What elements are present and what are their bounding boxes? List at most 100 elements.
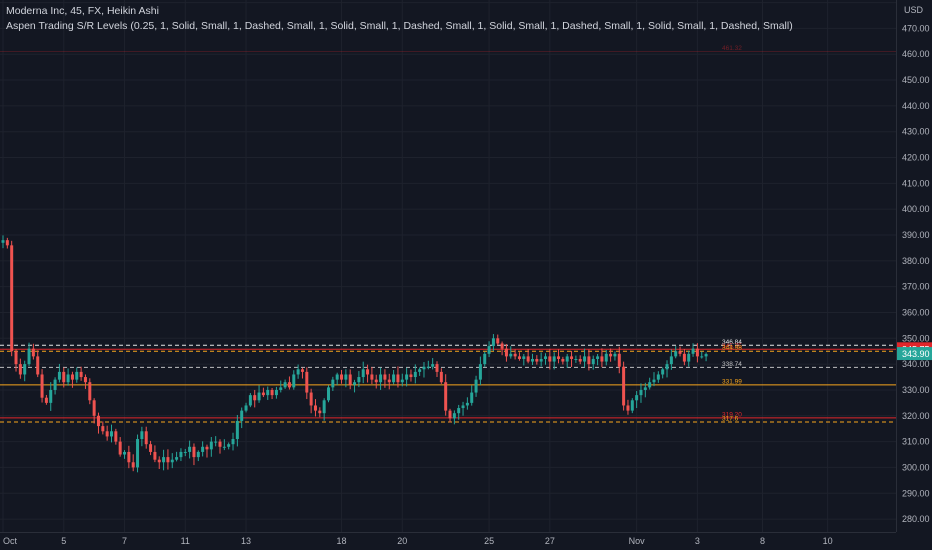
price-tick-label[interactable]: 370.00 [902, 282, 930, 292]
time-tick-label[interactable]: Oct [3, 536, 18, 546]
candle-body[interactable] [66, 374, 70, 383]
candle-body[interactable] [465, 402, 469, 406]
candle-body[interactable] [405, 374, 409, 380]
candle-body[interactable] [483, 353, 487, 365]
candle-body[interactable] [157, 459, 161, 463]
candle[interactable] [604, 350, 608, 366]
candle-body[interactable] [587, 356, 591, 365]
candle[interactable] [175, 451, 179, 462]
candle[interactable] [517, 352, 521, 361]
candle[interactable] [509, 346, 513, 359]
candle[interactable] [75, 367, 79, 383]
candle[interactable] [283, 379, 287, 389]
candle-body[interactable] [40, 374, 44, 398]
candle-body[interactable] [318, 410, 322, 414]
price-tick-label[interactable]: 440.00 [902, 101, 930, 111]
candle[interactable] [127, 445, 131, 469]
candle[interactable] [630, 398, 634, 414]
time-tick-label[interactable]: 11 [181, 536, 190, 546]
time-tick-label[interactable]: 20 [397, 536, 407, 546]
candle-body[interactable] [179, 451, 183, 458]
candle[interactable] [136, 434, 140, 473]
candle-body[interactable] [452, 413, 456, 419]
candle-body[interactable] [604, 353, 608, 362]
candle-body[interactable] [348, 374, 352, 385]
candle-body[interactable] [643, 387, 647, 390]
candle-body[interactable] [235, 420, 239, 440]
candle[interactable] [596, 353, 600, 366]
candle-body[interactable] [101, 426, 105, 432]
candle-body[interactable] [448, 410, 452, 419]
candle[interactable] [557, 349, 561, 364]
time-tick-label[interactable]: Nov [629, 536, 646, 546]
price-tick-label[interactable]: 320.00 [902, 411, 930, 421]
candle-body[interactable] [422, 366, 426, 370]
candle[interactable] [44, 394, 48, 405]
candle-body[interactable] [583, 356, 587, 362]
candle-body[interactable] [274, 389, 278, 396]
time-tick-label[interactable]: 27 [545, 536, 555, 546]
candle-body[interactable] [548, 356, 552, 362]
candle-body[interactable] [387, 379, 391, 383]
candle[interactable] [313, 399, 317, 417]
candle-body[interactable] [656, 374, 660, 380]
candle[interactable] [49, 382, 53, 411]
price-tick-label[interactable]: 360.00 [902, 307, 930, 317]
candle-body[interactable] [661, 369, 665, 375]
candle-body[interactable] [652, 379, 656, 383]
candle-body[interactable] [379, 374, 383, 383]
price-tick-label[interactable]: 460.00 [902, 49, 930, 59]
candle-body[interactable] [23, 364, 27, 375]
candle[interactable] [396, 366, 400, 388]
candle-body[interactable] [674, 351, 678, 357]
candle[interactable] [5, 237, 9, 249]
candle[interactable] [123, 450, 127, 459]
candle-body[interactable] [322, 400, 326, 414]
candle[interactable] [695, 343, 699, 363]
candle[interactable] [613, 351, 617, 361]
candle-body[interactable] [400, 379, 404, 383]
candle-body[interactable] [444, 382, 448, 411]
candle-body[interactable] [509, 353, 513, 357]
candle-body[interactable] [170, 459, 174, 463]
candle-body[interactable] [123, 451, 127, 455]
candle-body[interactable] [149, 444, 153, 452]
candle[interactable] [704, 352, 708, 362]
candle-body[interactable] [327, 387, 330, 401]
candle[interactable] [435, 361, 439, 377]
candle[interactable] [522, 353, 526, 366]
price-tick-label[interactable]: 430.00 [902, 127, 930, 137]
candle[interactable] [248, 393, 252, 408]
candle[interactable] [36, 350, 40, 378]
candle[interactable] [583, 348, 587, 368]
candle-body[interactable] [287, 382, 291, 388]
candle[interactable] [530, 353, 534, 365]
candle[interactable] [18, 358, 22, 379]
candle-body[interactable] [366, 369, 370, 375]
candle-body[interactable] [335, 374, 339, 380]
candle-body[interactable] [639, 389, 643, 396]
candle[interactable] [691, 343, 695, 357]
price-tick-label[interactable]: 390.00 [902, 230, 930, 240]
candle[interactable] [504, 344, 508, 362]
candle-body[interactable] [418, 369, 422, 372]
candle-body[interactable] [704, 354, 708, 357]
price-tick-label[interactable]: 280.00 [902, 514, 930, 524]
candle[interactable] [626, 399, 630, 415]
candle-body[interactable] [626, 405, 630, 411]
candle[interactable] [10, 240, 14, 357]
candle-body[interactable] [257, 392, 261, 401]
indicator-title[interactable]: Aspen Trading S/R Levels (0.25, 1, Solid… [6, 20, 793, 32]
candle-body[interactable] [75, 371, 79, 380]
candle-body[interactable] [153, 451, 157, 460]
candle-body[interactable] [53, 379, 57, 390]
candle[interactable] [461, 401, 465, 416]
candle[interactable] [1, 235, 5, 249]
candle[interactable] [266, 386, 270, 400]
candle[interactable] [105, 425, 109, 441]
candle-body[interactable] [496, 338, 500, 344]
candle[interactable] [201, 441, 205, 457]
candle[interactable] [687, 350, 691, 367]
candle[interactable] [357, 371, 361, 388]
